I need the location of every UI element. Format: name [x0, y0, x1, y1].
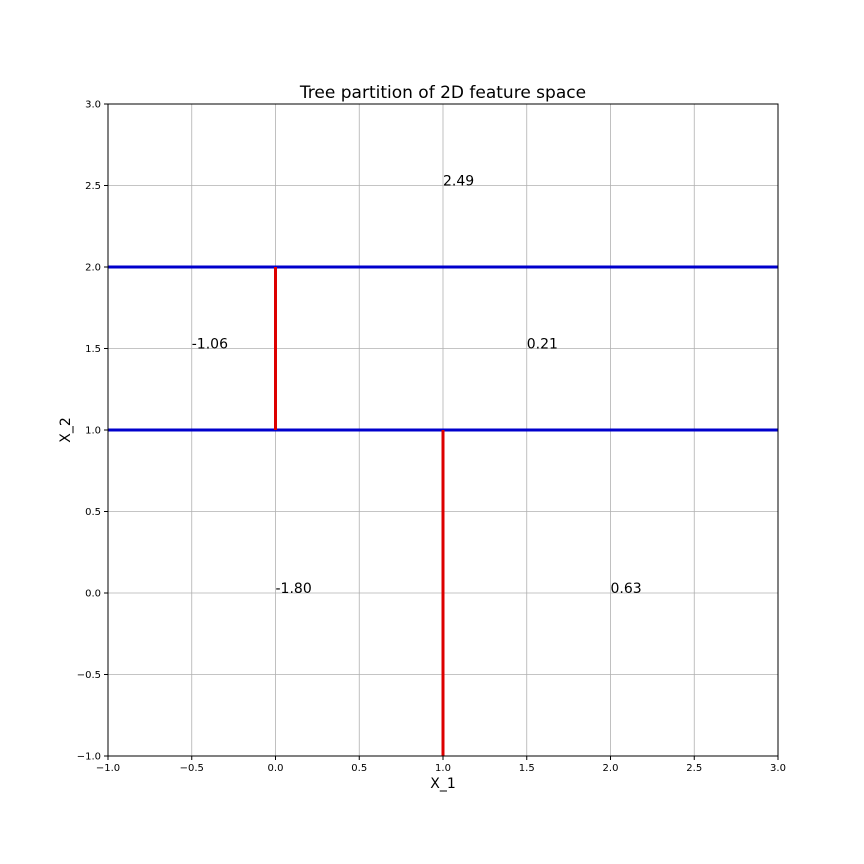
y-tick-label: 2.0 [85, 263, 101, 274]
x-tick-label: 3.0 [770, 763, 786, 774]
x-axis-label: X_1 [430, 776, 456, 792]
leaf-value: 2.49 [443, 174, 474, 190]
y-tick-label: −1.0 [77, 752, 101, 763]
leaf-value: -1.80 [276, 581, 312, 597]
leaf-value: 0.21 [527, 337, 558, 353]
x-tick-label: −0.5 [180, 763, 204, 774]
x-tick-label: 2.0 [603, 763, 619, 774]
y-tick-label: 2.5 [85, 181, 101, 192]
x-tick-label: 1.0 [435, 763, 451, 774]
y-tick-label: 1.5 [85, 344, 101, 355]
x-tick-label: 1.5 [519, 763, 535, 774]
x-tick-label: 2.5 [686, 763, 702, 774]
y-tick-label: 0.5 [85, 507, 101, 518]
y-tick-label: −0.5 [77, 670, 101, 681]
chart-title: Tree partition of 2D feature space [299, 83, 586, 103]
leaf-value: 0.63 [611, 581, 642, 597]
y-tick-label: 0.0 [85, 589, 101, 600]
x-tick-label: −1.0 [96, 763, 120, 774]
x-tick-label: 0.5 [351, 763, 367, 774]
leaf-value: -1.06 [192, 337, 228, 353]
plot-frame [107, 103, 779, 757]
x-tick-label: 0.0 [268, 763, 284, 774]
y-tick-label: 1.0 [85, 426, 101, 437]
y-tick-label: 3.0 [85, 100, 101, 111]
y-axis-label: X_2 [58, 417, 74, 443]
